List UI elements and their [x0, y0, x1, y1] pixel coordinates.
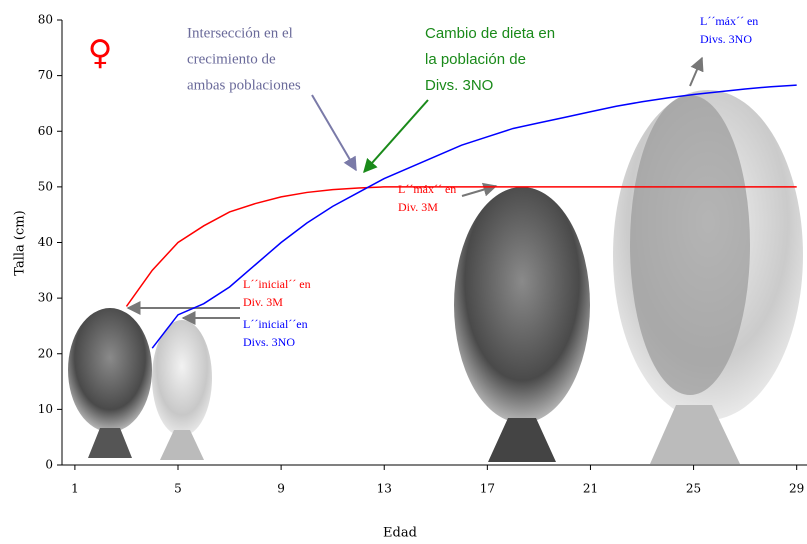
x-tick-label: 13 [377, 482, 392, 496]
y-tick-label: 60 [38, 124, 53, 138]
y-tick-label: 80 [38, 13, 53, 27]
arrow [312, 95, 356, 170]
fish-illustrations [68, 90, 803, 464]
chart: Talla (cm) Edad ♀ Intersección en el crec… [0, 0, 807, 544]
x-axis-label: Edad [383, 526, 417, 541]
y-axis-label: Talla (cm) [13, 210, 28, 275]
fish [454, 187, 590, 423]
fish [630, 95, 750, 395]
y-tick-label: 30 [38, 291, 53, 305]
annotation: ambas poblaciones [187, 77, 301, 93]
x-tick-label: 25 [686, 482, 701, 496]
x-tick-label: 21 [583, 482, 598, 496]
annotation: Intersección en el [187, 25, 293, 41]
annotation: Divs. 3NO [425, 77, 493, 94]
annotation: Cambio de dieta en [425, 25, 555, 42]
x-tick-label: 9 [277, 482, 285, 496]
fish-tail [488, 418, 556, 462]
y-tick-label: 40 [38, 235, 53, 249]
annotation: crecimiento de [187, 51, 276, 67]
female-symbol: ♀ [88, 33, 113, 73]
annotation: L´´máx´´ en [700, 14, 758, 28]
y-tick-label: 0 [45, 458, 53, 472]
annotation: Div. 3M [243, 295, 283, 309]
annotation: Divs. 3NO [243, 335, 295, 349]
arrow [690, 58, 702, 86]
annotation: L´´inicial´´ en [243, 277, 311, 291]
fish [68, 308, 152, 432]
y-tick-label: 10 [38, 402, 53, 416]
x-tick-label: 1 [71, 482, 79, 496]
y-tick-label: 70 [38, 68, 53, 82]
arrow [364, 100, 428, 172]
y-tick-label: 20 [38, 346, 53, 360]
annotation: L´´inicial´´en [243, 317, 308, 331]
annotation: la población de [425, 51, 526, 68]
y-tick-label: 50 [38, 179, 53, 193]
fish-tail [88, 428, 132, 458]
annotation: L´´máx´´ en [398, 182, 456, 196]
x-tick-label: 5 [174, 482, 182, 496]
fish-tail [160, 430, 204, 460]
annotation: Divs. 3NO [700, 32, 752, 46]
annotation: Div. 3M [398, 200, 438, 214]
x-tick-label: 29 [789, 482, 804, 496]
x-tick-label: 17 [480, 482, 495, 496]
